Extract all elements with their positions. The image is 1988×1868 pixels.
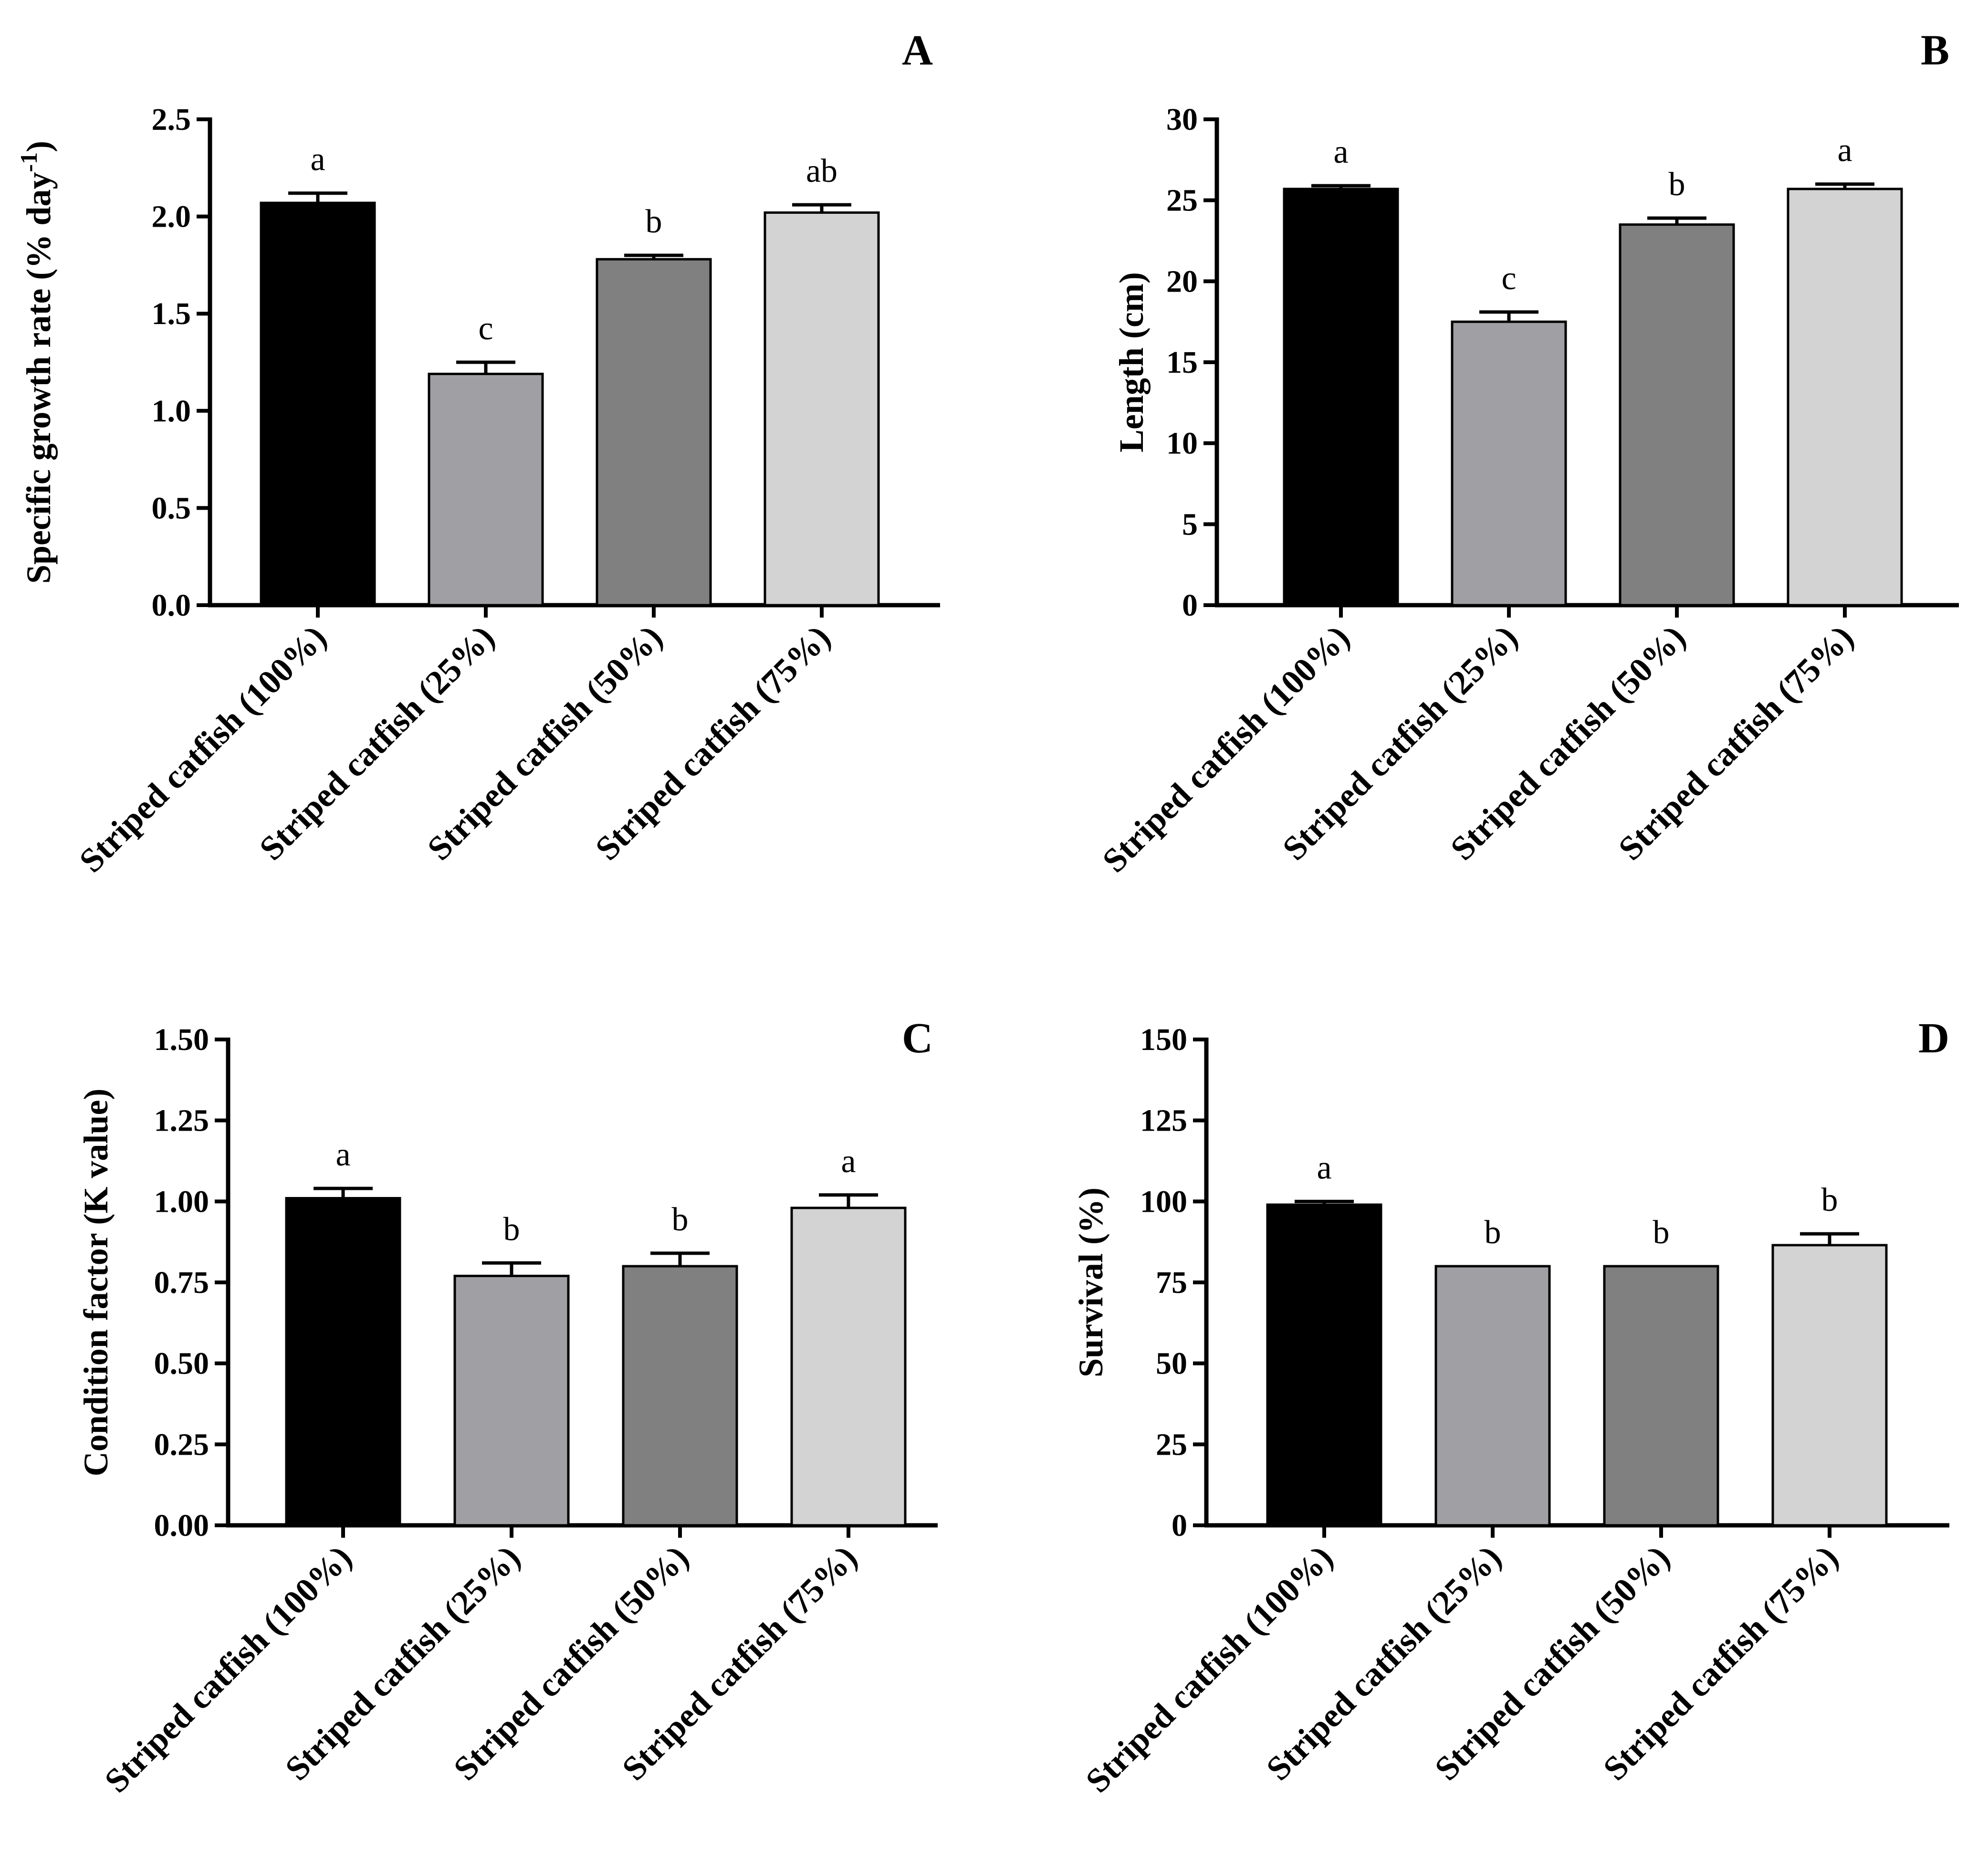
significance-letter: b xyxy=(1653,1214,1670,1251)
y-tick-label: 75 xyxy=(1156,1265,1187,1300)
significance-letter: b xyxy=(672,1201,689,1238)
significance-letter: c xyxy=(1501,260,1516,297)
bar xyxy=(764,211,880,607)
panel-a: 0.0 0.5 1.0 1.5 2.0 2.5 Specific growth rate (… xyxy=(15,27,940,880)
bar xyxy=(1771,1244,1888,1527)
significance-letter: b xyxy=(1669,166,1685,203)
y-tick-label: 2.5 xyxy=(152,102,191,137)
significance-letter: a xyxy=(310,141,325,178)
y-tick-label: 1.5 xyxy=(152,296,191,331)
y-tick-label: 0.0 xyxy=(152,588,191,623)
y-tick-label: 20 xyxy=(1166,264,1198,299)
significance-letter: b xyxy=(1485,1214,1501,1251)
significance-letter: a xyxy=(1837,132,1852,169)
bar xyxy=(1283,188,1399,607)
panel-label: A xyxy=(902,27,933,74)
bar xyxy=(1451,320,1567,607)
bar xyxy=(790,1207,907,1527)
significance-letter: b xyxy=(503,1211,520,1248)
y-tick-label: 0 xyxy=(1182,588,1198,623)
y-tick-label: 1.25 xyxy=(154,1103,209,1138)
bar xyxy=(453,1274,570,1527)
y-axis-title: Survival (%) xyxy=(1072,1187,1110,1377)
y-tick-label: 5 xyxy=(1182,507,1198,542)
panel-label: C xyxy=(902,1015,933,1062)
bar xyxy=(1619,223,1735,607)
y-tick-label: 150 xyxy=(1140,1022,1187,1057)
y-tick-label: 30 xyxy=(1166,102,1198,137)
bar xyxy=(1434,1265,1551,1527)
y-tick-label: 25 xyxy=(1156,1427,1187,1462)
panel-label: B xyxy=(1921,27,1949,74)
bar xyxy=(1266,1203,1382,1527)
y-axis-title: Specific growth rate (% day-1) xyxy=(15,141,58,584)
bar xyxy=(260,201,376,607)
y-tick-label: 100 xyxy=(1140,1184,1187,1219)
panel-label: D xyxy=(1918,1015,1949,1062)
y-tick-label: 15 xyxy=(1166,345,1198,380)
significance-letter: a xyxy=(335,1136,350,1173)
bar xyxy=(428,372,544,607)
bar xyxy=(285,1197,401,1527)
significance-letter: b xyxy=(646,203,662,240)
y-tick-label: 0.5 xyxy=(152,491,191,525)
bar xyxy=(596,258,712,607)
bar xyxy=(1603,1265,1719,1527)
significance-letter: a xyxy=(841,1143,856,1180)
y-axis-title: Length (cm) xyxy=(1112,272,1151,452)
bar xyxy=(622,1265,738,1527)
y-tick-label: 0 xyxy=(1172,1508,1187,1543)
y-tick-label: 1.50 xyxy=(154,1022,209,1057)
y-tick-label: 50 xyxy=(1156,1346,1187,1381)
y-tick-label: 0.25 xyxy=(154,1427,209,1462)
y-tick-label: 1.0 xyxy=(152,394,191,429)
y-axis-title: Condition factor (K value) xyxy=(77,1089,115,1477)
panel-c: 0.00 0.25 0.50 0.75 1.00 1.25 1.50 Condition fa… xyxy=(77,1015,938,1800)
y-tick-label: 25 xyxy=(1166,183,1198,218)
y-tick-label: 0.50 xyxy=(154,1346,209,1381)
significance-letter: ab xyxy=(806,153,837,189)
significance-letter: b xyxy=(1821,1182,1838,1218)
significance-letter: a xyxy=(1317,1149,1331,1186)
bar xyxy=(1787,188,1903,607)
y-tick-label: 2.0 xyxy=(152,199,191,234)
y-tick-label: 1.00 xyxy=(154,1184,209,1219)
y-tick-label: 10 xyxy=(1166,426,1198,461)
significance-letter: a xyxy=(1333,134,1348,170)
y-tick-label: 125 xyxy=(1140,1103,1187,1138)
significance-letter: c xyxy=(478,310,493,347)
y-tick-label: 0.75 xyxy=(154,1265,209,1300)
y-tick-label: 0.00 xyxy=(154,1508,209,1543)
